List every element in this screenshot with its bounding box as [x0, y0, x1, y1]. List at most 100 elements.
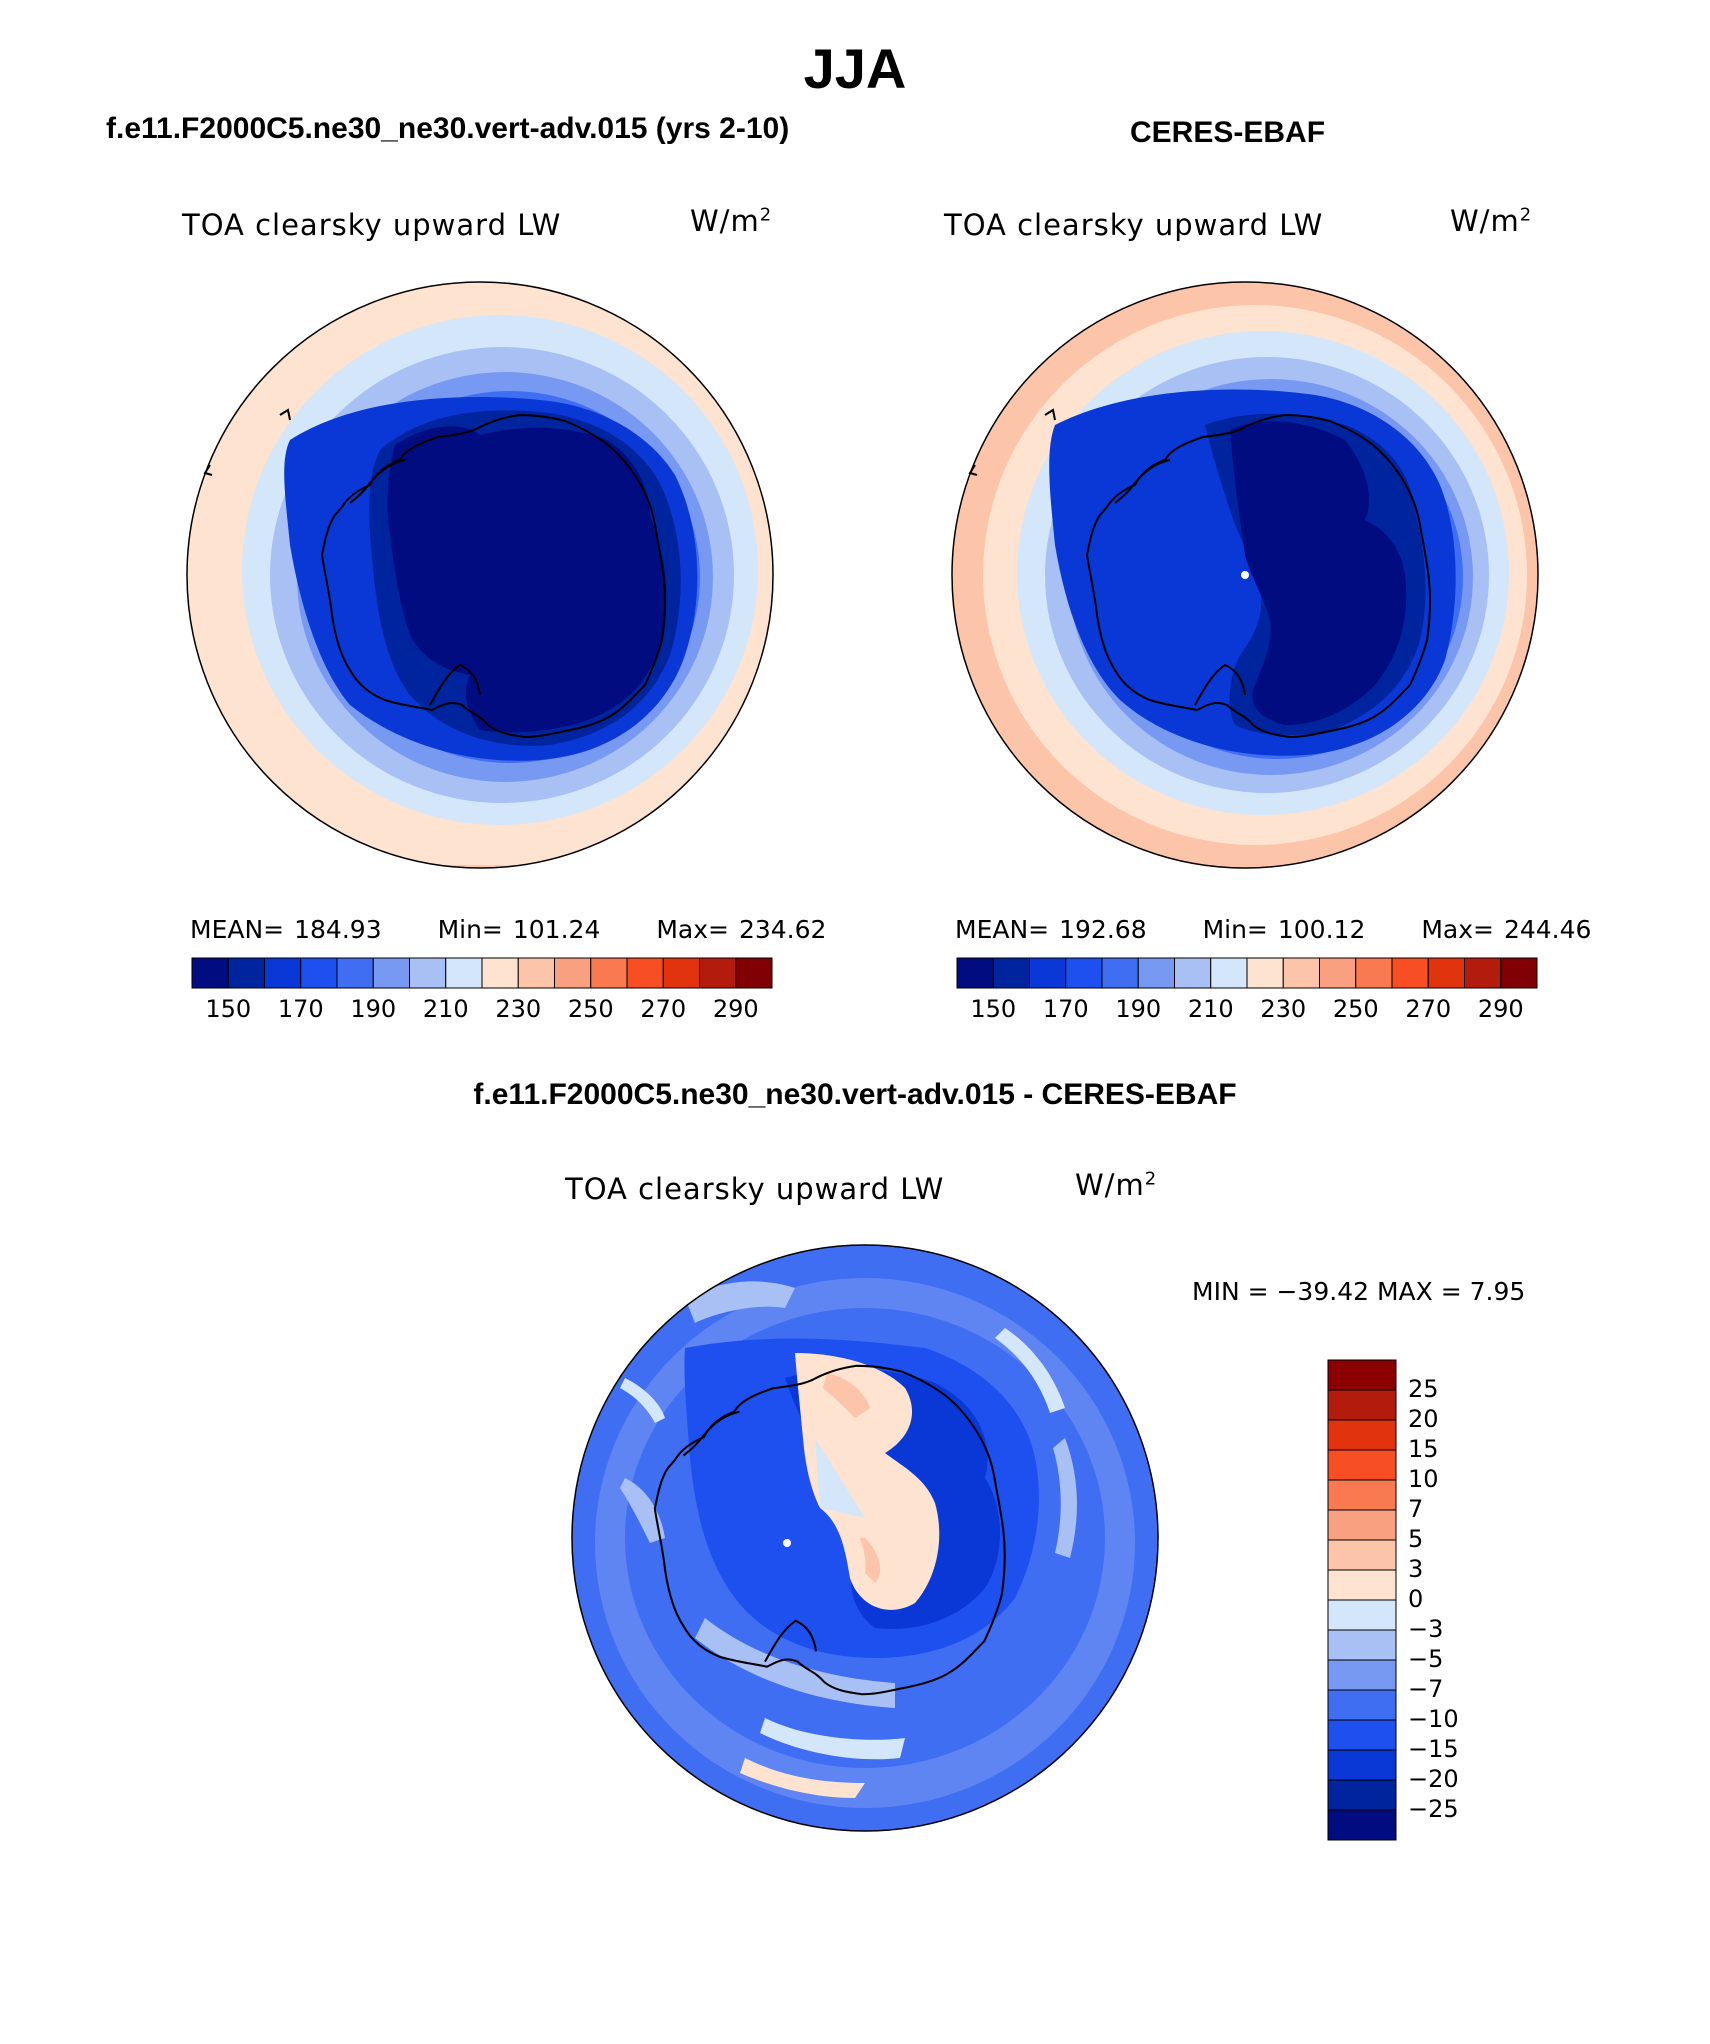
colorbar-2-swatch-4	[1101, 957, 1139, 989]
panel-1-variable-label: TOA clearsky upward LW	[182, 208, 562, 242]
colorbar-2-tick-label: 290	[1477, 995, 1524, 1023]
colorbar-1-tick-label: 190	[350, 995, 397, 1023]
colorbar-2-swatch-15	[1500, 957, 1538, 989]
colorbar-2-tick-label: 250	[1332, 995, 1379, 1023]
colorbar-1-swatch-15	[735, 957, 773, 989]
colorbar-1-tick-label: 150	[205, 995, 252, 1023]
diff-variable-label: TOA clearsky upward LW	[565, 1172, 945, 1206]
colorbar-1-tick-label: 210	[422, 995, 469, 1023]
diff-colorbar-tick-label: −5	[1408, 1645, 1444, 1673]
diff-colorbar-swatch-10	[1327, 1659, 1397, 1691]
colorbar-1-swatch-2	[264, 957, 302, 989]
panel-1-max: Max= 234.62	[656, 915, 827, 944]
colorbar-1-swatch-8	[481, 957, 519, 989]
panel-1-mean: MEAN= 184.93	[190, 915, 382, 944]
colorbar-1-swatch-14	[699, 957, 737, 989]
diff-colorbar-tick-label: −25	[1408, 1795, 1459, 1823]
diff-colorbar-tick-label: 3	[1408, 1555, 1424, 1583]
diff-map	[571, 1244, 1159, 1832]
diff-colorbar-tick-label: −7	[1408, 1675, 1444, 1703]
diff-colorbar-tick-label: 15	[1408, 1435, 1439, 1463]
panel-2-max: Max= 244.46	[1421, 915, 1592, 944]
colorbar-2-swatch-12	[1391, 957, 1429, 989]
diff-colorbar	[1327, 1359, 1397, 1841]
colorbar-1-swatch-9	[517, 957, 555, 989]
panel-2-mean: MEAN= 192.68	[955, 915, 1147, 944]
colorbar-1-swatch-13	[662, 957, 700, 989]
diff-units: W/m2	[1075, 1168, 1158, 1202]
colorbar-1-tick-label: 270	[640, 995, 687, 1023]
diff-title: f.e11.F2000C5.ne30_ne30.vert-adv.015 - C…	[473, 1078, 1237, 1111]
panel-2-stats: MEAN= 192.68 Min= 100.12 Max= 244.46	[955, 915, 1615, 944]
colorbar-2-swatch-13	[1427, 957, 1465, 989]
colorbar-1-swatch-6	[409, 957, 447, 989]
colorbar-1-swatch-4	[336, 957, 374, 989]
panel-1-units: W/m2	[690, 204, 773, 238]
diff-colorbar-swatch-8	[1327, 1599, 1397, 1631]
colorbar-2-swatch-3	[1065, 957, 1103, 989]
colorbar-1-swatch-10	[554, 957, 592, 989]
panel-1-stats: MEAN= 184.93 Min= 101.24 Max= 234.62	[190, 915, 850, 944]
panel-2-min: Min= 100.12	[1202, 915, 1366, 944]
diff-colorbar-swatch-15	[1327, 1809, 1397, 1841]
diff-colorbar-ticks: 25 20 15 10 7 5 3 0 −3 −5 −7 −10 −15 −20 −25	[1408, 1360, 1528, 1840]
panel-2-colorbar-ticks: 150 170 190 210 230 250 270 290	[957, 995, 1537, 1027]
diff-colorbar-tick-label: −3	[1408, 1615, 1444, 1643]
panel-2-case-title: CERES-EBAF	[1130, 116, 1326, 149]
diff-colorbar-tick-label: −10	[1408, 1705, 1459, 1733]
colorbar-2-swatch-2	[1029, 957, 1067, 989]
colorbar-1-swatch-1	[227, 957, 265, 989]
diff-colorbar-swatch-6	[1327, 1539, 1397, 1571]
colorbar-2-tick-label: 230	[1260, 995, 1307, 1023]
colorbar-2-tick-label: 170	[1042, 995, 1089, 1023]
diff-colorbar-tick-label: 0	[1408, 1585, 1424, 1613]
colorbar-1-swatch-5	[372, 957, 410, 989]
diff-colorbar-swatch-0	[1327, 1359, 1397, 1391]
colorbar-1-swatch-3	[300, 957, 338, 989]
diff-colorbar-swatch-4	[1327, 1479, 1397, 1511]
colorbar-2-swatch-14	[1464, 957, 1502, 989]
diff-colorbar-tick-label: −15	[1408, 1735, 1459, 1763]
diff-colorbar-swatch-9	[1327, 1629, 1397, 1661]
colorbar-1-tick-label: 230	[495, 995, 542, 1023]
diff-colorbar-swatch-12	[1327, 1719, 1397, 1751]
colorbar-1-swatch-0	[191, 957, 229, 989]
diff-colorbar-swatch-2	[1327, 1419, 1397, 1451]
panel-1-case-title: f.e11.F2000C5.ne30_ne30.vert-adv.015 (yr…	[106, 112, 790, 145]
diff-colorbar-swatch-5	[1327, 1509, 1397, 1541]
colorbar-1-tick-label: 170	[277, 995, 324, 1023]
diff-colorbar-tick-label: 20	[1408, 1405, 1439, 1433]
colorbar-1-swatch-12	[626, 957, 664, 989]
panel-2-map	[951, 281, 1539, 869]
panel-1-min: Min= 101.24	[437, 915, 601, 944]
colorbar-2-swatch-9	[1282, 957, 1320, 989]
diff-colorbar-tick-label: 7	[1408, 1495, 1424, 1523]
panel-2-colorbar	[956, 957, 1538, 989]
colorbar-2-swatch-7	[1210, 957, 1248, 989]
diff-colorbar-swatch-11	[1327, 1689, 1397, 1721]
panel-2-units: W/m2	[1450, 204, 1533, 238]
colorbar-2-tick-label: 190	[1115, 995, 1162, 1023]
diff-colorbar-swatch-3	[1327, 1449, 1397, 1481]
colorbar-2-swatch-0	[956, 957, 994, 989]
diff-colorbar-tick-label: 10	[1408, 1465, 1439, 1493]
colorbar-1-tick-label: 290	[712, 995, 759, 1023]
colorbar-2-tick-label: 210	[1187, 995, 1234, 1023]
panel-2-variable-label: TOA clearsky upward LW	[944, 208, 1324, 242]
colorbar-1-swatch-11	[590, 957, 628, 989]
colorbar-1-swatch-7	[445, 957, 483, 989]
panel-1-colorbar-ticks: 150 170 190 210 230 250 270 290	[192, 995, 772, 1027]
colorbar-2-swatch-6	[1174, 957, 1212, 989]
colorbar-2-tick-label: 150	[970, 995, 1017, 1023]
panel-1-colorbar	[191, 957, 773, 989]
colorbar-2-swatch-8	[1246, 957, 1284, 989]
main-title: JJA	[803, 37, 907, 100]
colorbar-2-swatch-1	[992, 957, 1030, 989]
diff-colorbar-swatch-13	[1327, 1749, 1397, 1781]
colorbar-2-swatch-11	[1355, 957, 1393, 989]
diff-colorbar-tick-label: −20	[1408, 1765, 1459, 1793]
colorbar-1-tick-label: 250	[567, 995, 614, 1023]
colorbar-2-swatch-5	[1137, 957, 1175, 989]
diff-min-max: MIN = −39.42 MAX = 7.95	[1192, 1277, 1526, 1306]
diff-colorbar-swatch-14	[1327, 1779, 1397, 1811]
